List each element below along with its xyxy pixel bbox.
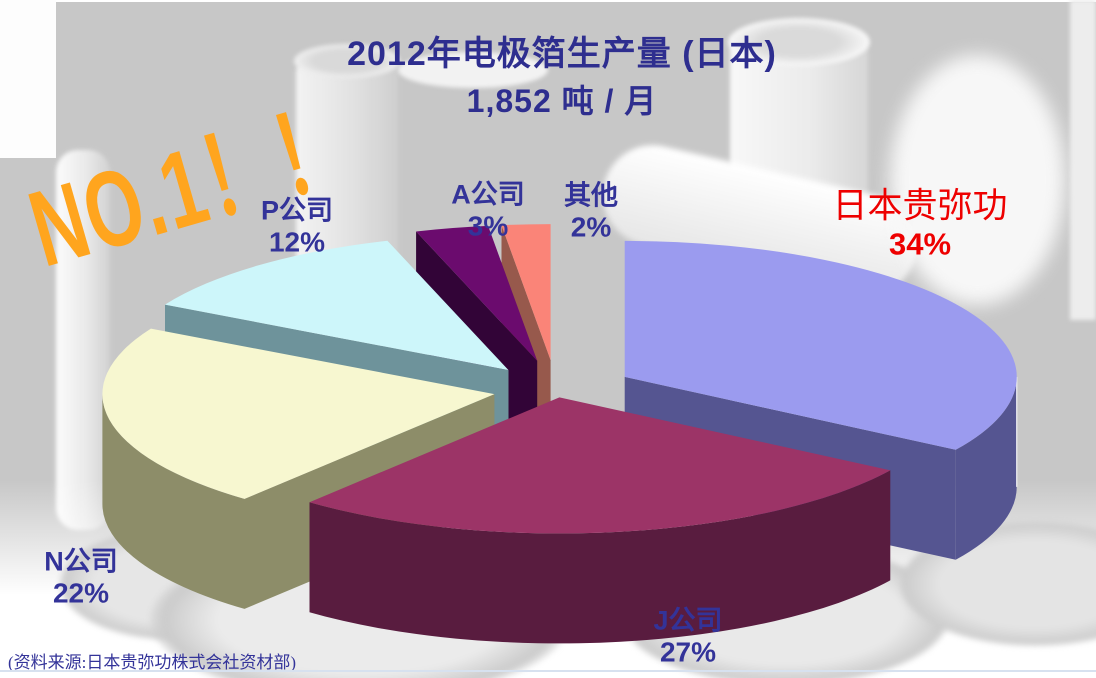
pie-slice-日本贵弥功 (624, 240, 1017, 450)
chart-subtitle-total: 1,852 吨 / 月 (466, 83, 658, 119)
slice-name: 日本贵弥功 (832, 186, 1008, 226)
slice-name: J公司 (653, 605, 723, 636)
label-company-p: P公司 12% (261, 196, 333, 259)
slice-name: P公司 (260, 195, 334, 226)
label-others: 其他 2% (564, 181, 618, 244)
pie-rim-wall-J公司 (309, 470, 891, 644)
foil-roll-cylinder (56, 150, 110, 530)
pie-rim-wall-N公司 (102, 394, 245, 609)
label-nippon-chemicon: 日本贵弥功 34% (832, 186, 1007, 261)
pie-slice-A公司 (416, 225, 538, 361)
label-company-a: A公司 3% (451, 180, 525, 243)
pie-slice-其他 (501, 224, 551, 361)
slice-percent: 3% (467, 210, 509, 242)
source-note: (资料来源:日本贵弥功株式会社资材部) (8, 653, 297, 672)
slice-name: 其他 (564, 180, 618, 211)
label-company-n: N公司 22% (44, 547, 118, 610)
label-company-j: J公司 27% (653, 606, 722, 669)
foil-roll-top (728, 18, 870, 66)
slice-percent: 27% (659, 636, 717, 668)
slice-percent: 22% (52, 577, 110, 609)
pie-slice-P公司 (165, 240, 509, 371)
bottom-rule (0, 670, 1096, 672)
pie-slice-N公司 (102, 328, 495, 499)
foil-roll-top (398, 52, 548, 88)
foil-roll-edge (1070, 0, 1096, 320)
slice-percent: 34% (888, 226, 952, 262)
foil-roll-top (294, 44, 400, 78)
pie-rim-wall-日本贵弥功 (955, 376, 1017, 560)
slice-percent: 12% (268, 226, 326, 258)
slice-name: N公司 (44, 546, 118, 577)
chart-title: 2012年电极箔生产量 (日本) (347, 35, 777, 73)
foil-roll-highlight (890, 55, 1065, 305)
pie-slice-J公司 (309, 397, 891, 534)
slice-percent: 2% (570, 211, 612, 243)
background-white-corner (0, 0, 56, 158)
slice-name: A公司 (451, 179, 525, 210)
